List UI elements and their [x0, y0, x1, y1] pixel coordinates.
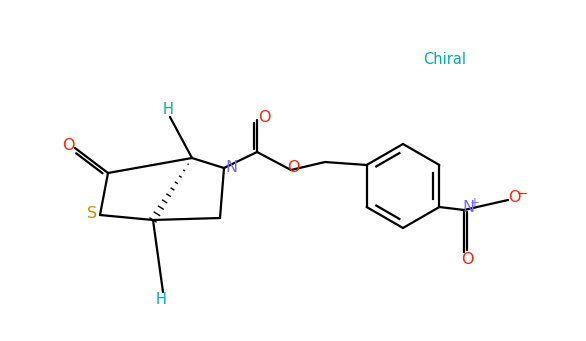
Text: O: O	[507, 191, 520, 206]
Text: N: N	[225, 160, 237, 175]
Text: Chiral: Chiral	[424, 53, 466, 68]
Text: +: +	[470, 196, 480, 209]
Text: H: H	[162, 103, 173, 118]
Text: O: O	[287, 161, 299, 176]
Text: O: O	[461, 252, 473, 267]
Text: S: S	[87, 207, 97, 222]
Text: N: N	[462, 201, 474, 216]
Text: O: O	[62, 138, 74, 153]
Text: H: H	[155, 292, 166, 307]
Text: O: O	[258, 110, 270, 125]
Text: −: −	[516, 188, 527, 201]
